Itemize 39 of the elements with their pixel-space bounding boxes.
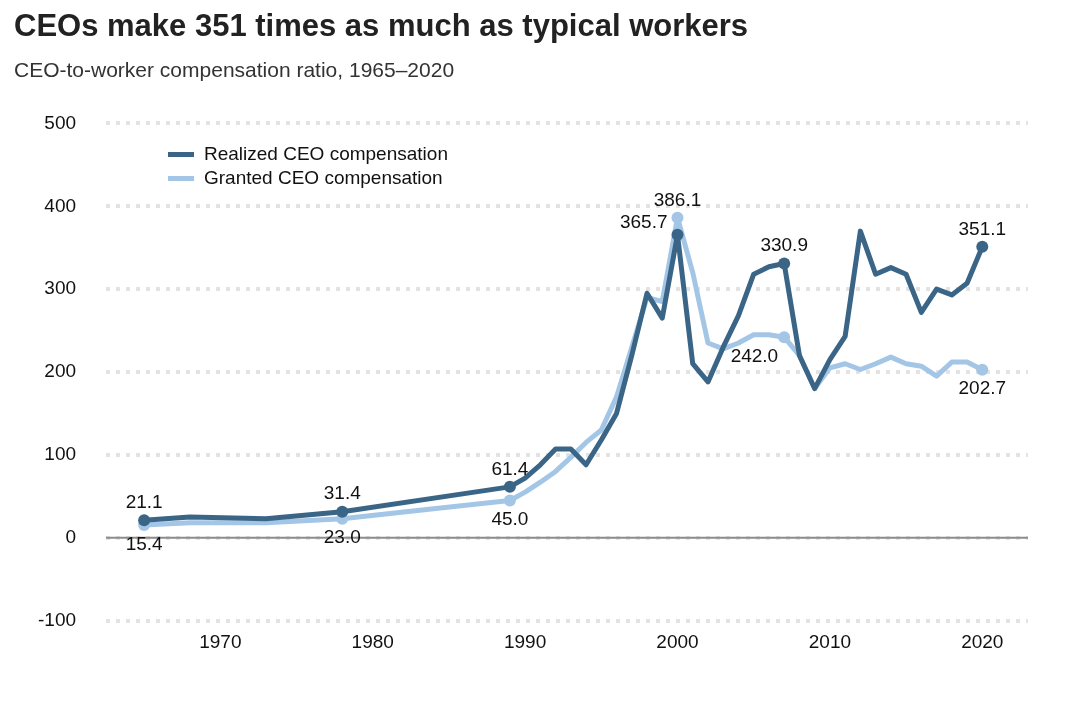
point [976, 363, 989, 376]
y-tick-label: 100 [44, 443, 77, 465]
point [778, 331, 791, 344]
point [671, 211, 684, 224]
x-tick-label: 1980 [351, 631, 394, 653]
point [671, 228, 684, 241]
data-label: 242.0 [730, 344, 779, 366]
data-label: 330.9 [760, 234, 808, 256]
data-label: 386.1 [653, 188, 702, 210]
data-label: 15.4 [125, 532, 164, 554]
data-label: 31.4 [323, 482, 362, 504]
y-tick-label: 0 [65, 525, 77, 547]
chart-title: CEOs make 351 times as much as typical workers [14, 8, 750, 44]
point [778, 257, 791, 270]
data-label: 365.7 [619, 210, 668, 232]
legend-label: Realized CEO compensation [204, 142, 448, 166]
legend-label: Granted CEO compensation [204, 166, 443, 190]
y-tick-label: 400 [44, 194, 77, 216]
x-tick-label: 1990 [503, 631, 547, 653]
y-tick-label: 300 [44, 277, 77, 299]
y-tick-label: -100 [38, 608, 77, 630]
y-tick-label: 500 [44, 111, 77, 133]
point [976, 240, 989, 253]
data-label: 45.0 [491, 508, 529, 530]
point [336, 505, 349, 518]
point [503, 480, 516, 493]
data-label: 21.1 [125, 490, 163, 512]
point [503, 494, 516, 507]
x-tick-label: 1970 [199, 631, 242, 653]
x-tick-label: 2000 [656, 631, 699, 653]
x-tick-label: 2010 [808, 631, 852, 653]
data-label: 23.0 [323, 526, 361, 548]
chart-subtitle: CEO-to-worker compensation ratio, 1965–2020 [14, 58, 456, 82]
data-label: 351.1 [958, 217, 1007, 239]
y-tick-label: 200 [44, 360, 77, 382]
data-label: 202.7 [958, 377, 1007, 399]
data-label: 61.4 [491, 457, 529, 479]
x-tick-label: 2020 [961, 631, 1004, 653]
point [138, 514, 151, 527]
